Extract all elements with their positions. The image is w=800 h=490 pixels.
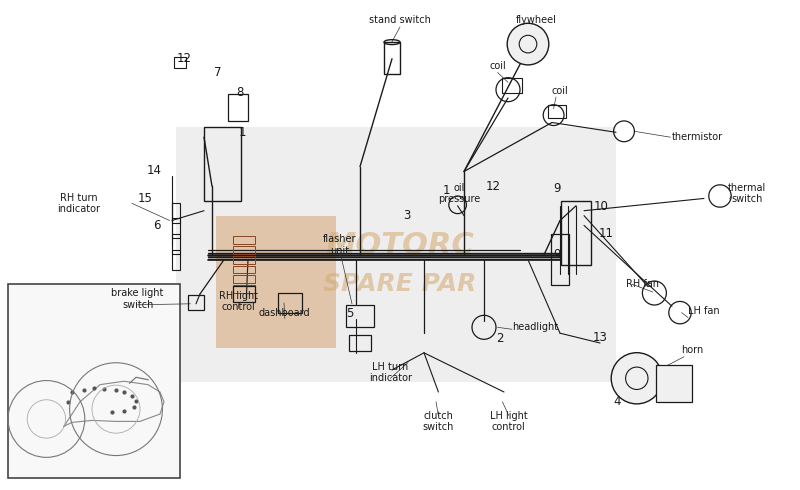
Text: thermal
switch: thermal switch bbox=[728, 183, 766, 204]
Text: 12: 12 bbox=[177, 52, 191, 65]
Bar bbox=[233, 236, 255, 244]
Text: 6: 6 bbox=[153, 219, 161, 232]
Text: 5: 5 bbox=[346, 307, 354, 320]
Text: SPARE PAR: SPARE PAR bbox=[323, 272, 477, 296]
Text: horn: horn bbox=[682, 345, 704, 355]
Circle shape bbox=[507, 24, 549, 65]
Bar bbox=[551, 234, 569, 286]
Bar bbox=[188, 295, 204, 310]
Bar bbox=[172, 234, 180, 254]
Text: 14: 14 bbox=[147, 164, 162, 177]
Bar bbox=[346, 305, 374, 327]
Text: 1: 1 bbox=[442, 184, 450, 196]
Text: LH fan: LH fan bbox=[688, 306, 720, 316]
Text: 15: 15 bbox=[138, 192, 152, 205]
Text: 1: 1 bbox=[238, 126, 246, 139]
Text: thermistor: thermistor bbox=[672, 132, 723, 142]
Text: LH turn
indicator: LH turn indicator bbox=[369, 362, 412, 383]
Text: 3: 3 bbox=[402, 209, 410, 222]
Text: 10: 10 bbox=[594, 200, 609, 213]
Bar bbox=[204, 127, 241, 201]
Bar bbox=[384, 42, 400, 74]
Bar bbox=[216, 216, 336, 348]
Polygon shape bbox=[656, 365, 692, 402]
Text: 8: 8 bbox=[236, 86, 244, 98]
Bar bbox=[172, 218, 180, 238]
Text: 9: 9 bbox=[553, 182, 561, 195]
Text: 7: 7 bbox=[214, 66, 222, 79]
Bar bbox=[233, 246, 255, 254]
Text: flasher
unit: flasher unit bbox=[323, 234, 357, 256]
Text: 12: 12 bbox=[486, 180, 500, 193]
Text: MOTORC: MOTORC bbox=[326, 230, 474, 260]
Text: oil
pressure: oil pressure bbox=[438, 183, 480, 204]
Bar bbox=[229, 94, 248, 121]
Bar bbox=[233, 256, 255, 264]
Bar bbox=[174, 57, 186, 68]
Text: stand switch: stand switch bbox=[369, 15, 431, 24]
Bar bbox=[233, 266, 255, 273]
Bar bbox=[176, 127, 616, 382]
Text: headlight: headlight bbox=[512, 322, 558, 332]
Bar bbox=[349, 335, 371, 351]
Bar bbox=[548, 105, 566, 118]
Text: RH turn
indicator: RH turn indicator bbox=[57, 193, 100, 214]
Text: 13: 13 bbox=[593, 331, 607, 343]
Text: clutch
switch: clutch switch bbox=[422, 411, 454, 432]
Text: RH fan: RH fan bbox=[626, 279, 658, 289]
Text: 9: 9 bbox=[553, 248, 561, 261]
Bar bbox=[172, 203, 180, 223]
Bar bbox=[233, 286, 255, 302]
Bar bbox=[233, 275, 255, 283]
Bar bbox=[8, 284, 180, 478]
Circle shape bbox=[611, 353, 662, 404]
Text: 2: 2 bbox=[496, 332, 504, 344]
Bar bbox=[172, 250, 180, 270]
Text: LH light
control: LH light control bbox=[490, 411, 528, 432]
Text: RH light
control: RH light control bbox=[219, 291, 258, 312]
Text: flywheel: flywheel bbox=[515, 15, 557, 24]
Text: dashboard: dashboard bbox=[259, 308, 310, 318]
Text: coil: coil bbox=[552, 86, 569, 96]
Bar bbox=[561, 201, 591, 265]
Text: brake light
switch: brake light switch bbox=[111, 288, 164, 310]
Text: 11: 11 bbox=[599, 227, 614, 240]
Text: coil: coil bbox=[490, 61, 506, 71]
Bar bbox=[502, 78, 522, 93]
Bar bbox=[233, 285, 255, 293]
Text: 4: 4 bbox=[614, 395, 622, 408]
Bar bbox=[278, 293, 302, 313]
